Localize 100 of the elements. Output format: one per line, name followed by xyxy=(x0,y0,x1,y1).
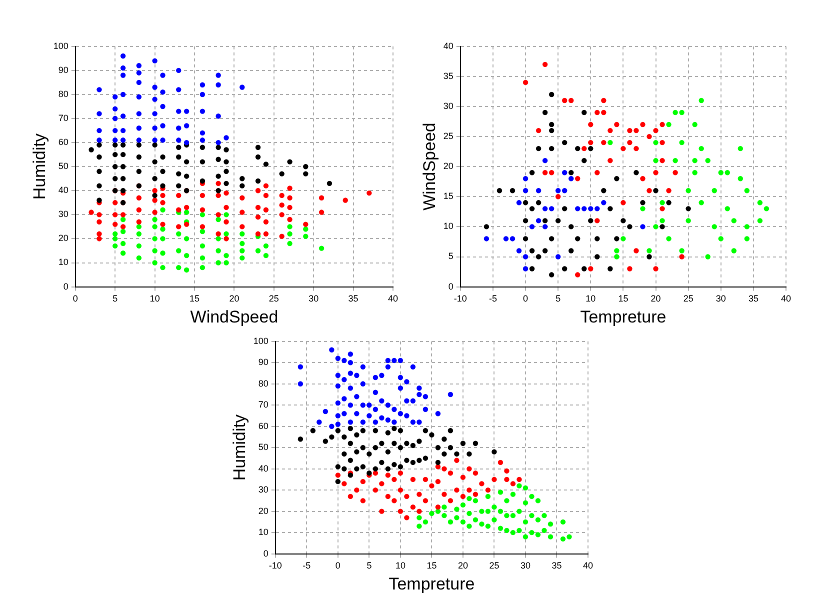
point xyxy=(216,174,221,179)
point xyxy=(660,206,665,212)
point xyxy=(653,158,658,164)
point xyxy=(160,264,166,270)
point xyxy=(560,519,566,525)
point xyxy=(120,216,126,222)
x-tick-label: 15 xyxy=(426,560,437,571)
point xyxy=(287,159,292,164)
point xyxy=(435,445,441,450)
point xyxy=(522,254,528,260)
point xyxy=(152,159,158,164)
y-tick-label: 70 xyxy=(258,400,268,410)
point xyxy=(263,252,269,258)
point xyxy=(120,240,126,246)
point xyxy=(542,248,548,254)
point xyxy=(504,528,510,534)
x-tick-label: 30 xyxy=(716,294,726,304)
y-tick-label: 10 xyxy=(58,257,68,268)
point xyxy=(510,492,516,497)
point xyxy=(555,194,561,200)
point xyxy=(112,236,118,242)
point xyxy=(522,218,528,224)
point xyxy=(255,178,261,184)
point xyxy=(522,236,528,242)
point xyxy=(529,530,534,536)
point xyxy=(372,487,378,493)
point xyxy=(216,114,221,119)
point xyxy=(485,508,491,514)
point xyxy=(255,248,261,254)
point xyxy=(298,436,304,442)
point xyxy=(529,512,534,518)
point xyxy=(634,248,639,254)
point xyxy=(136,142,142,148)
point xyxy=(504,498,510,504)
point xyxy=(160,250,166,256)
point xyxy=(640,206,646,212)
point xyxy=(136,126,142,131)
point xyxy=(184,159,190,164)
point xyxy=(216,188,221,194)
point xyxy=(646,188,652,194)
point xyxy=(120,92,126,98)
y-tick-label: 20 xyxy=(258,506,268,516)
point xyxy=(416,515,422,520)
point xyxy=(96,87,102,92)
point xyxy=(542,158,548,164)
point xyxy=(738,146,744,152)
point xyxy=(614,254,620,260)
point xyxy=(660,218,665,224)
point xyxy=(416,458,422,463)
point xyxy=(472,440,478,446)
point xyxy=(200,138,206,143)
point xyxy=(385,472,391,478)
point xyxy=(466,524,472,529)
point xyxy=(601,98,606,104)
point xyxy=(548,236,554,242)
point xyxy=(588,266,594,272)
point xyxy=(601,200,606,206)
point xyxy=(442,492,447,497)
point xyxy=(224,231,229,237)
point xyxy=(646,254,652,260)
point xyxy=(542,512,547,518)
point xyxy=(536,146,542,152)
point xyxy=(152,126,158,131)
point xyxy=(200,144,206,150)
point xyxy=(466,451,472,457)
point xyxy=(240,240,245,246)
point xyxy=(360,464,366,470)
point xyxy=(454,515,460,520)
point xyxy=(653,224,658,230)
point xyxy=(516,483,522,488)
point xyxy=(522,500,528,506)
point xyxy=(448,428,454,434)
point xyxy=(120,176,126,182)
point xyxy=(744,236,750,242)
point xyxy=(542,170,548,176)
point xyxy=(216,156,221,162)
point xyxy=(422,428,428,434)
y-axis-title: Humidity xyxy=(230,414,249,481)
point xyxy=(548,521,554,527)
point xyxy=(731,218,737,224)
point xyxy=(472,470,478,476)
point xyxy=(614,176,620,182)
point xyxy=(548,146,554,152)
point xyxy=(620,218,626,224)
point xyxy=(120,53,126,59)
point xyxy=(588,146,594,152)
point xyxy=(96,138,102,143)
point xyxy=(568,224,574,230)
point xyxy=(120,142,126,148)
point xyxy=(454,451,460,457)
x-tick-label: 40 xyxy=(582,560,594,571)
point xyxy=(279,171,284,176)
point xyxy=(575,236,580,242)
point xyxy=(601,188,606,194)
point xyxy=(216,248,221,254)
point xyxy=(422,519,428,525)
point xyxy=(562,188,568,194)
point xyxy=(448,445,454,450)
point xyxy=(176,248,182,254)
point xyxy=(96,128,102,134)
